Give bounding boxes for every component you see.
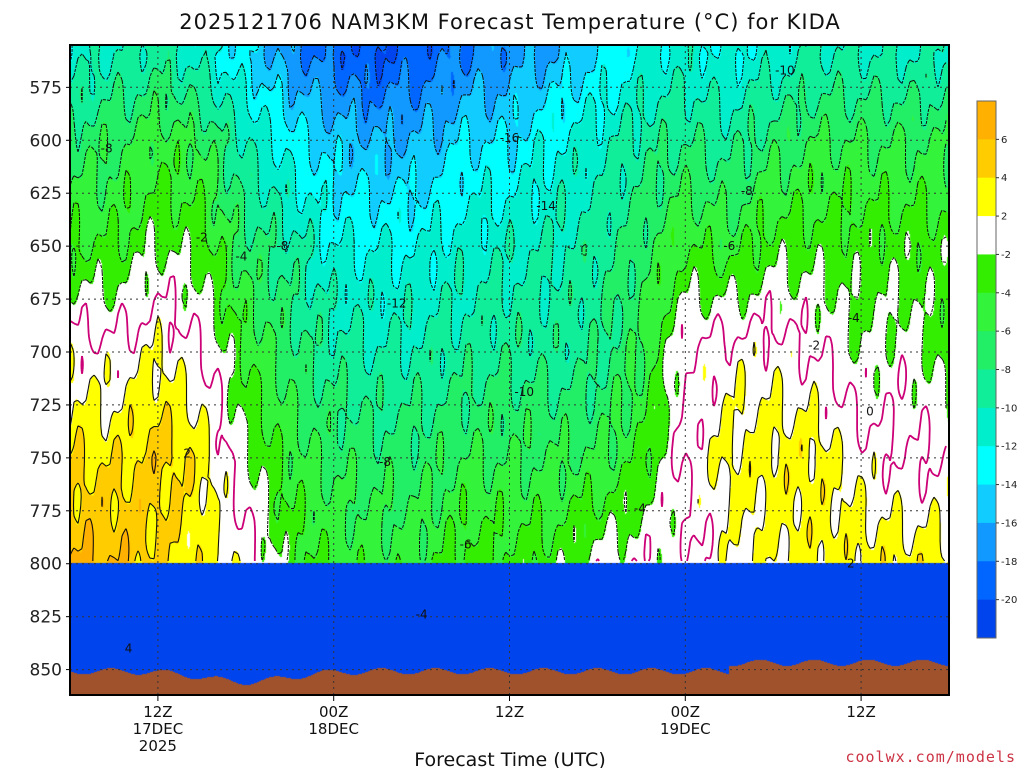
y-tick-label: 700 [30,343,62,363]
contour-label: -2 [808,339,820,353]
colorbar-tick-label: -2 [1001,250,1011,261]
contour-label: -2 [196,231,208,245]
isotherm-below-zero [228,44,599,232]
isotherm-below-zero [69,44,947,382]
grid-lines [70,45,949,695]
colorbar-swatch [977,292,996,332]
y-tick-label: 575 [30,78,62,98]
isotherm-above-zero [69,450,157,562]
y-tick-label: 825 [30,608,62,628]
colorbar-tick-label: -20 [1001,595,1017,606]
isotherm-below-zero [300,44,508,125]
contour-label: -8 [101,142,113,156]
x-tick-label: 12Z [143,703,172,721]
x-tick-label: 00Z [319,703,348,721]
colorbar-swatch [977,216,996,255]
contour-label: -8 [276,239,288,253]
y-tick-label: 625 [30,184,62,204]
grid-dotted-lines [70,45,949,695]
x-tick-label: 12Z [846,703,875,721]
x-tick-label: 17DEC [133,720,184,738]
colorbar-tick-label: -10 [1001,403,1017,414]
contour-label: -8 [379,455,391,469]
credit-text: coolwx.com/models [845,748,1016,766]
colorbar-tick-label: -8 [1001,365,1011,376]
colorbar-swatch [977,522,996,562]
y-axis-pressure: 575 600 625 650 675 700 725 750 775 800 825 850 [30,78,70,681]
contour-label: -6 [460,538,472,552]
colorbar-swatch [977,446,996,486]
contour-label: -16 [500,131,520,145]
colorbar-swatch [977,331,996,370]
y-tick-label: 600 [30,131,62,151]
contour-labels: -8 -2 -4 -8 2 4 -12 -8 -6 -4 -16 -14 -10 -4 -10 -8 -6 -4 -… [101,63,874,655]
colorbar-swatch [977,484,996,524]
isotherm-below-zero [340,44,432,87]
contour-label: -4 [416,608,428,622]
isotherm-below-zero [69,140,947,562]
contour-label: -12 [387,296,407,310]
contour-label: 0 [866,404,874,418]
contour-label: -8 [741,184,753,198]
contour-label: -10 [514,385,534,399]
x-tick-label: 12Z [495,703,524,721]
x-tick-label: 18DEC [308,720,359,738]
colorbar-tick-label: -4 [1001,288,1011,299]
colorbar: 6 4 2 -2 -4 -6 -8 -10 -12 -14 -16 -18 -20 [976,100,1017,639]
contour-label: -4 [848,311,860,325]
contour-label: -4 [634,502,646,516]
contour-label: 2 [183,447,191,461]
colorbar-tick-label: -14 [1001,480,1017,491]
colorbar-swatch [977,139,996,179]
isotherm-contours [69,44,947,562]
colorbar-tick-label: 2 [1001,212,1007,223]
isotherm-zero [69,275,947,562]
colorbar-swatch [977,407,996,447]
colorbar-swatch [977,254,996,294]
colorbar-swatch [977,177,996,217]
x-tick-label: 19DEC [660,720,711,738]
y-tick-label: 800 [30,555,62,575]
y-tick-label: 775 [30,502,62,522]
contour-label: -10 [775,63,795,77]
colorbar-tick-label: 6 [1001,135,1007,146]
y-tick-label: 650 [30,237,62,257]
plot-area: -8 -2 -4 -8 2 4 -12 -8 -6 -4 -16 -14 -10 -4 -10 -8 -6 -4 -… [69,44,950,696]
x-tick-label: 00Z [671,703,700,721]
colorbar-swatch [977,101,996,140]
colorbar-swatch [977,369,996,409]
colorbar-tick-label: -12 [1001,442,1017,453]
x-axis-title: Forecast Time (UTC) [414,749,605,768]
y-tick-label: 725 [30,396,62,416]
colorbar-swatch [977,599,996,639]
isotherm-below-zero [69,44,791,319]
isotherm-below-zero [69,90,947,562]
colorbar-swatch [977,561,996,601]
y-tick-label: 675 [30,290,62,310]
contour-label: 2 [847,557,855,571]
colorbar-tick-label: 4 [1001,173,1007,184]
y-tick-label: 750 [30,449,62,469]
isotherm-above-zero [69,400,924,562]
isotherm-below-zero [69,59,947,471]
contour-label: 4 [125,641,133,655]
contour-label: -6 [723,239,735,253]
isotherm-below-zero [263,44,560,177]
isotherm-below-zero [69,216,947,562]
x-tick-label: 2025 [139,737,177,755]
chart-title: 2025121706 NAM3KM Forecast Temperature (… [179,10,841,34]
contour-label: -4 [235,250,247,264]
colorbar-tick-label: -16 [1001,518,1017,529]
y-tick-label: 850 [30,661,62,681]
contour-label: -14 [536,199,556,213]
colorbar-tick-label: -6 [1001,327,1011,338]
colorbar-tick-label: -18 [1001,557,1017,568]
